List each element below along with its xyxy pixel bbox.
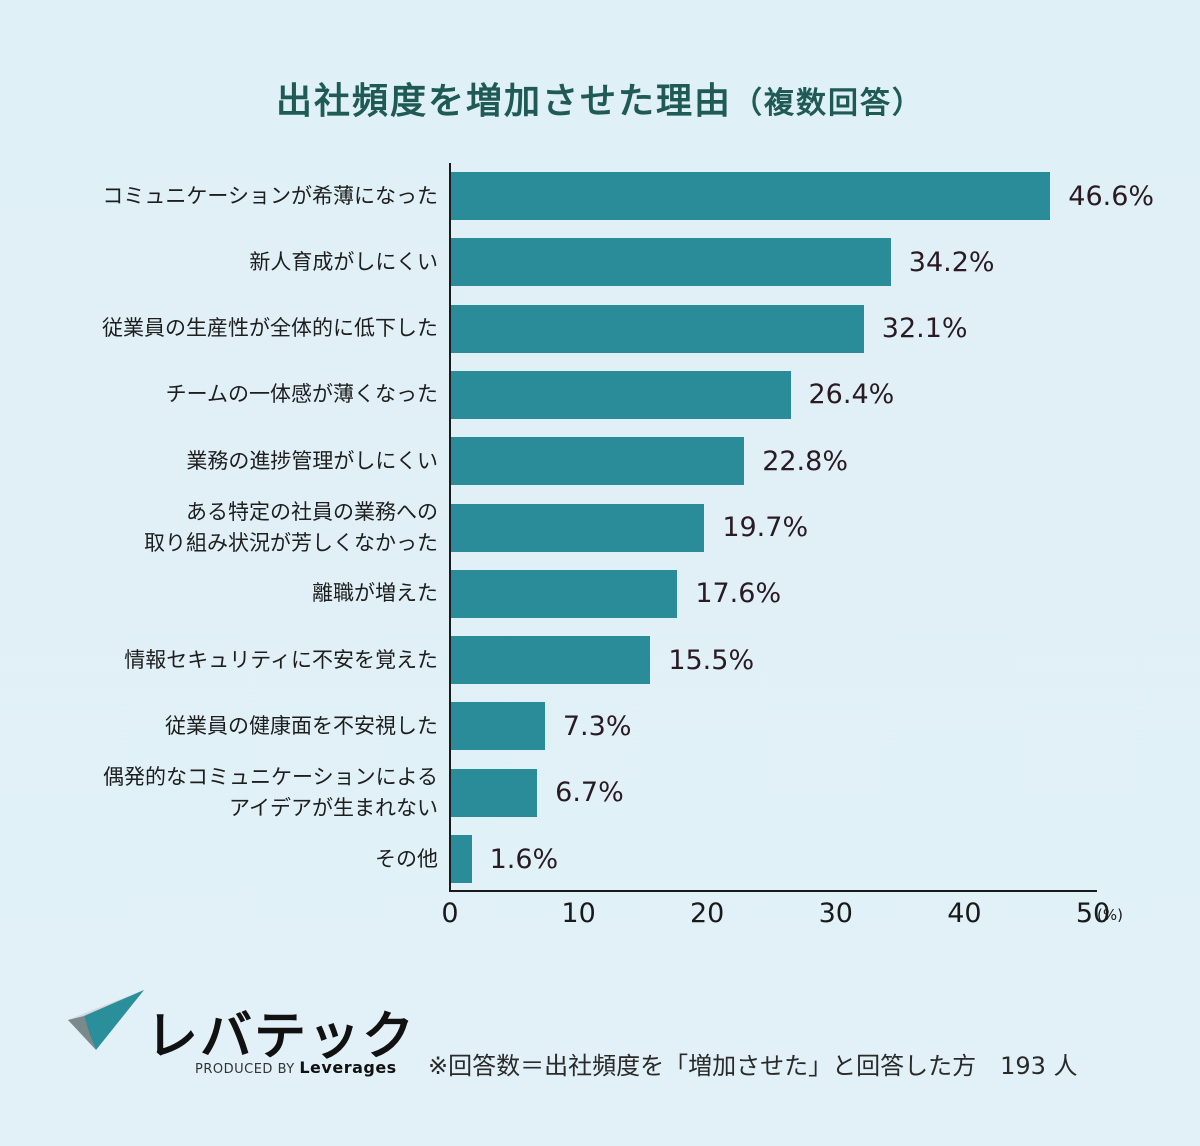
bar — [451, 304, 864, 353]
bar-chart: コミュニケーションが希薄になった 46.6% 新人育成がしにくい 34.2% 従業員の生… — [0, 163, 1200, 929]
value-label: 22.8% — [762, 445, 848, 477]
x-tick-label: 40 — [947, 898, 982, 929]
chart-title-main: 出社頻度を増加させた理由 — [275, 81, 732, 122]
category-label: 従業員の健康面を不安視した — [165, 713, 438, 738]
bar-row: その他 1.6% — [0, 835, 1200, 883]
x-tick-label: 20 — [690, 898, 725, 929]
bar — [451, 172, 1051, 220]
category-label: 情報セキュリティに不安を覚えた — [124, 647, 438, 672]
category-label: ある特定の社員の業務への 取り組み状況が芳しくなかった — [144, 499, 438, 555]
value-label: 32.1% — [881, 313, 968, 345]
category-label: 新人育成がしにくい — [249, 249, 438, 274]
value-label: 34.2% — [908, 246, 995, 278]
bar — [451, 503, 705, 552]
logo-wordmark: レバテック — [146, 1007, 417, 1067]
y-axis-line — [449, 163, 451, 892]
x-tick-label: 30 — [818, 898, 853, 929]
brand-name: Leverages — [299, 1058, 397, 1077]
bar-row: 従業員の健康面を不安視した 7.3% — [0, 702, 1200, 751]
value-label: 46.6% — [1068, 180, 1155, 212]
bar-row: コミュニケーションが希薄になった 46.6% — [0, 172, 1200, 220]
x-tick-label: 10 — [561, 898, 596, 929]
value-label: 1.6% — [489, 843, 559, 875]
chart-title: 出社頻度を増加させた理由（複数回答） — [0, 72, 1200, 124]
logo-produced-by: PRODUCED BY Leverages — [195, 1058, 397, 1077]
chart-title-sub: （複数回答） — [732, 86, 924, 121]
x-axis-unit: (%) — [1097, 906, 1123, 924]
value-label: 17.6% — [695, 578, 782, 610]
x-tick-label: 50 — [1075, 898, 1111, 929]
bar — [451, 569, 678, 618]
category-label: 離職が増えた — [312, 581, 438, 606]
bar-row: チームの一体感が薄くなった 26.4% — [0, 370, 1200, 419]
bar — [451, 636, 651, 685]
footnote: ※回答数＝出社頻度を「増加させた」と回答した方 193 人 — [428, 1052, 1078, 1080]
bar-row: 偶発的なコミュニケーションによる アイデアが生まれない 6.7% — [0, 764, 1200, 820]
value-label: 7.3% — [562, 710, 632, 742]
levtech-logo-icon — [68, 990, 144, 1050]
bar — [451, 835, 472, 883]
bar — [451, 370, 791, 419]
bar-row: 離職が増えた 17.6% — [0, 569, 1200, 618]
bar — [451, 702, 545, 751]
value-label: 15.5% — [668, 644, 755, 676]
bar — [451, 238, 891, 287]
category-label: その他 — [375, 846, 438, 871]
produced-by-text: PRODUCED BY — [195, 1062, 295, 1077]
bar-row: 業務の進捗管理がしにくい 22.8% — [0, 437, 1200, 486]
x-axis-line — [449, 890, 1097, 892]
bar-row: 従業員の生産性が全体的に低下した 32.1% — [0, 304, 1200, 353]
category-label: 業務の進捗管理がしにくい — [186, 448, 438, 473]
category-label: 偶発的なコミュニケーションによる アイデアが生まれない — [103, 764, 438, 820]
value-label: 6.7% — [555, 777, 624, 809]
bar — [451, 437, 745, 486]
bar — [451, 768, 538, 817]
bar-row: 新人育成がしにくい 34.2% — [0, 238, 1200, 287]
category-label: コミュニケーションが希薄になった — [102, 183, 438, 208]
category-label: 従業員の生産性が全体的に低下した — [102, 316, 438, 341]
bar-row: 情報セキュリティに不安を覚えた 15.5% — [0, 636, 1200, 685]
value-label: 19.7% — [722, 512, 809, 543]
value-label: 26.4% — [808, 379, 895, 411]
bar-row: ある特定の社員の業務への 取り組み状況が芳しくなかった 19.7% — [0, 499, 1200, 555]
category-label: チームの一体感が薄くなった — [165, 382, 438, 407]
x-tick-label: 0 — [441, 898, 459, 929]
